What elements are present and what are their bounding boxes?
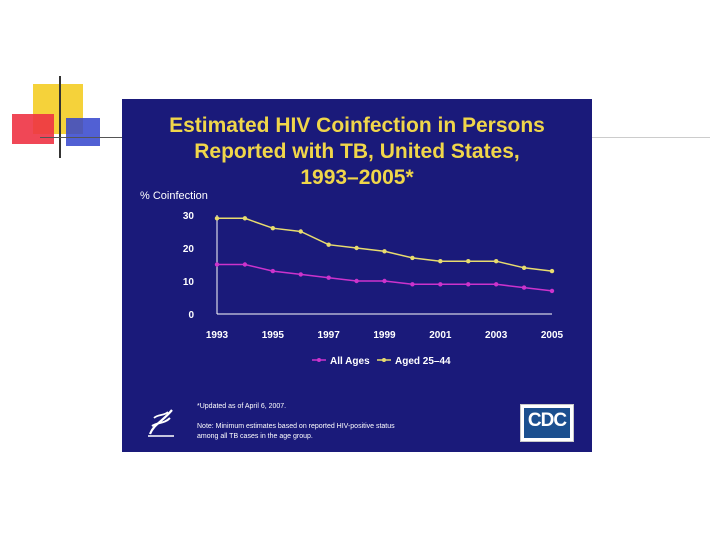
decor-vertical-line bbox=[59, 76, 61, 158]
series-line-all-ages bbox=[217, 263, 553, 292]
x-tick-label: 2003 bbox=[485, 330, 508, 341]
data-point bbox=[410, 255, 415, 261]
x-tick-label: 2005 bbox=[541, 330, 564, 341]
footnote: *Updated as of April 6, 2007. bbox=[197, 403, 287, 410]
y-tick-label: 20 bbox=[183, 244, 195, 255]
title-line-2: Reported with TB, United States, bbox=[194, 140, 520, 163]
x-tick-label: 1999 bbox=[373, 330, 396, 341]
data-point bbox=[214, 216, 220, 221]
data-point bbox=[438, 259, 443, 264]
data-point bbox=[549, 268, 555, 274]
data-point bbox=[466, 282, 471, 287]
note-line-2: among all TB cases in the age group. bbox=[197, 433, 313, 440]
data-point bbox=[326, 242, 331, 247]
decor-red-square bbox=[12, 114, 54, 144]
cdc-logo: CDC bbox=[520, 404, 574, 442]
legend-marker bbox=[317, 358, 321, 362]
decor-horizontal-line bbox=[40, 137, 170, 138]
title-line-1: Estimated HIV Coinfection in Persons bbox=[169, 114, 545, 137]
y-axis-label: % Coinfection bbox=[140, 190, 208, 202]
note-line-1: Note: Minimum estimates based on reporte… bbox=[197, 423, 395, 430]
data-point bbox=[354, 278, 359, 284]
y-tick-label: 10 bbox=[183, 277, 195, 288]
x-tick-label: 2001 bbox=[429, 330, 452, 341]
data-point bbox=[549, 288, 555, 294]
data-point bbox=[270, 226, 276, 231]
data-point bbox=[326, 275, 331, 280]
data-point bbox=[493, 259, 499, 264]
data-point bbox=[410, 282, 415, 287]
x-tick-label: 1993 bbox=[206, 330, 229, 341]
data-point bbox=[354, 245, 359, 251]
data-point bbox=[242, 216, 248, 221]
legend-label: Aged 25–44 bbox=[395, 356, 451, 367]
decor-blue-square bbox=[66, 118, 100, 146]
data-point bbox=[521, 285, 527, 290]
data-point bbox=[438, 282, 443, 287]
x-tick-label: 1995 bbox=[262, 330, 285, 341]
line-chart: % Coinfection 0 10 20 30 1993 1995 1997 1999 20… bbox=[140, 190, 564, 367]
y-tick-label: 30 bbox=[183, 211, 195, 222]
data-point bbox=[493, 282, 499, 287]
series-line-aged-25-44 bbox=[217, 217, 553, 272]
slide-panel: Estimated HIV Coinfection in Persons Rep… bbox=[122, 99, 592, 452]
cdc-logo-text: CDC bbox=[524, 408, 570, 438]
data-point bbox=[382, 278, 387, 284]
decor-rule-right bbox=[592, 137, 710, 138]
data-point bbox=[270, 268, 276, 274]
data-point bbox=[242, 262, 248, 267]
x-tick-label: 1997 bbox=[318, 330, 341, 341]
data-point bbox=[298, 229, 303, 234]
data-point bbox=[214, 262, 220, 267]
legend-label: All Ages bbox=[330, 356, 370, 367]
hhs-eagle-icon bbox=[144, 404, 178, 445]
legend-marker bbox=[382, 358, 386, 362]
data-point bbox=[382, 249, 387, 254]
data-point bbox=[466, 259, 471, 264]
y-tick-label: 0 bbox=[188, 310, 194, 321]
data-point bbox=[298, 272, 303, 277]
title-line-3: 1993–2005* bbox=[300, 166, 414, 189]
data-point bbox=[521, 265, 527, 270]
